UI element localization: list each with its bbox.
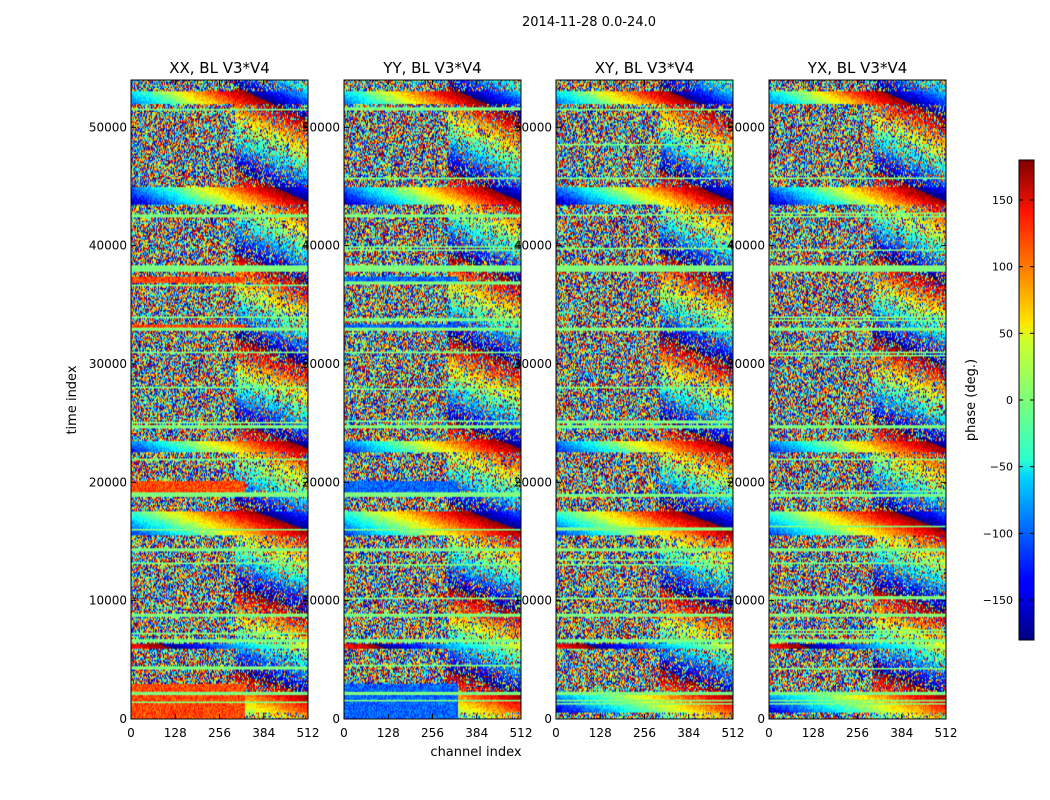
figure-suptitle: 2014-11-28 0.0-24.0 bbox=[522, 15, 656, 30]
heatmap-yy bbox=[344, 80, 521, 719]
y-tick-label: 50000 bbox=[727, 120, 765, 134]
panel-yx: YX, BL V3*V4 0 128 256 384 512 0 10000 20000 3000… bbox=[727, 59, 958, 740]
colorbar: −150 −100 −50 0 50 100 150 phase (deg.) bbox=[964, 159, 1035, 641]
heatmap-panels: XX, BL V3*V4 0 128 256 384 512 0 10000 20000 3000… bbox=[89, 59, 958, 740]
x-tick-label: 128 bbox=[377, 726, 400, 740]
y-tick-label: 50000 bbox=[514, 120, 552, 134]
y-tick-label: 20000 bbox=[302, 475, 340, 489]
y-tick-label: 20000 bbox=[727, 475, 765, 489]
x-tick-label: 512 bbox=[935, 726, 958, 740]
colorbar-tick-label: 150 bbox=[992, 194, 1013, 207]
colorbar-tick-label: 100 bbox=[992, 261, 1013, 274]
panel-title: YX, BL V3*V4 bbox=[807, 59, 908, 77]
x-tick-label: 256 bbox=[633, 726, 656, 740]
y-tick-label: 40000 bbox=[514, 239, 552, 253]
y-tick-label: 20000 bbox=[514, 475, 552, 489]
x-tick-label: 512 bbox=[722, 726, 745, 740]
y-tick-label: 0 bbox=[332, 712, 340, 726]
x-tick-label: 512 bbox=[510, 726, 533, 740]
y-tick-label: 50000 bbox=[89, 120, 127, 134]
y-tick-label: 30000 bbox=[89, 357, 127, 371]
heatmap-xx bbox=[131, 80, 308, 719]
y-tick-label: 20000 bbox=[89, 475, 127, 489]
y-tick-label: 50000 bbox=[302, 120, 340, 134]
colorbar-label: phase (deg.) bbox=[964, 359, 979, 441]
panel-xx: XX, BL V3*V4 0 128 256 384 512 0 10000 20000 3000… bbox=[89, 59, 320, 740]
y-tick-label: 30000 bbox=[302, 357, 340, 371]
y-tick-label: 40000 bbox=[302, 239, 340, 253]
x-tick-label: 256 bbox=[421, 726, 444, 740]
y-tick-label: 10000 bbox=[727, 594, 765, 608]
panel-title: XX, BL V3*V4 bbox=[169, 59, 270, 77]
colorbar-tick-label: 50 bbox=[999, 327, 1013, 340]
colorbar-tick-label: −150 bbox=[983, 594, 1013, 607]
colorbar-tick-label: −50 bbox=[990, 461, 1013, 474]
panel-xy: XY, BL V3*V4 0 128 256 384 512 0 10000 20000 3000… bbox=[514, 59, 745, 740]
x-tick-label: 0 bbox=[340, 726, 348, 740]
x-tick-label: 128 bbox=[802, 726, 825, 740]
x-tick-label: 0 bbox=[552, 726, 560, 740]
y-tick-label: 30000 bbox=[514, 357, 552, 371]
heatmap-yx bbox=[769, 80, 946, 719]
colorbar-tick-label: 0 bbox=[1006, 394, 1013, 407]
x-tick-label: 256 bbox=[846, 726, 869, 740]
x-tick-label: 384 bbox=[677, 726, 700, 740]
y-tick-label: 10000 bbox=[514, 594, 552, 608]
panel-yy: YY, BL V3*V4 0 128 256 384 512 0 10000 20000 3000… bbox=[302, 59, 533, 740]
colorbar-ticks: −150 −100 −50 0 50 100 150 bbox=[983, 194, 1034, 607]
y-tick-label: 30000 bbox=[727, 357, 765, 371]
x-tick-label: 384 bbox=[465, 726, 488, 740]
y-axis-label: time index bbox=[65, 365, 80, 434]
x-tick-label: 0 bbox=[765, 726, 773, 740]
x-tick-label: 512 bbox=[297, 726, 320, 740]
y-tick-label: 0 bbox=[544, 712, 552, 726]
x-tick-label: 0 bbox=[127, 726, 135, 740]
x-tick-label: 384 bbox=[890, 726, 913, 740]
y-tick-label: 10000 bbox=[89, 594, 127, 608]
heatmap-xy bbox=[556, 80, 733, 719]
x-tick-label: 128 bbox=[164, 726, 187, 740]
x-tick-label: 384 bbox=[252, 726, 275, 740]
y-tick-label: 40000 bbox=[727, 239, 765, 253]
x-axis-label: channel index bbox=[430, 745, 521, 760]
x-tick-label: 128 bbox=[589, 726, 612, 740]
panel-title: XY, BL V3*V4 bbox=[595, 59, 695, 77]
colorbar-tick-label: −100 bbox=[983, 527, 1013, 540]
x-tick-label: 256 bbox=[208, 726, 231, 740]
y-tick-label: 40000 bbox=[89, 239, 127, 253]
y-tick-label: 0 bbox=[757, 712, 765, 726]
y-tick-label: 0 bbox=[119, 712, 127, 726]
y-tick-label: 10000 bbox=[302, 594, 340, 608]
panel-title: YY, BL V3*V4 bbox=[382, 59, 481, 77]
